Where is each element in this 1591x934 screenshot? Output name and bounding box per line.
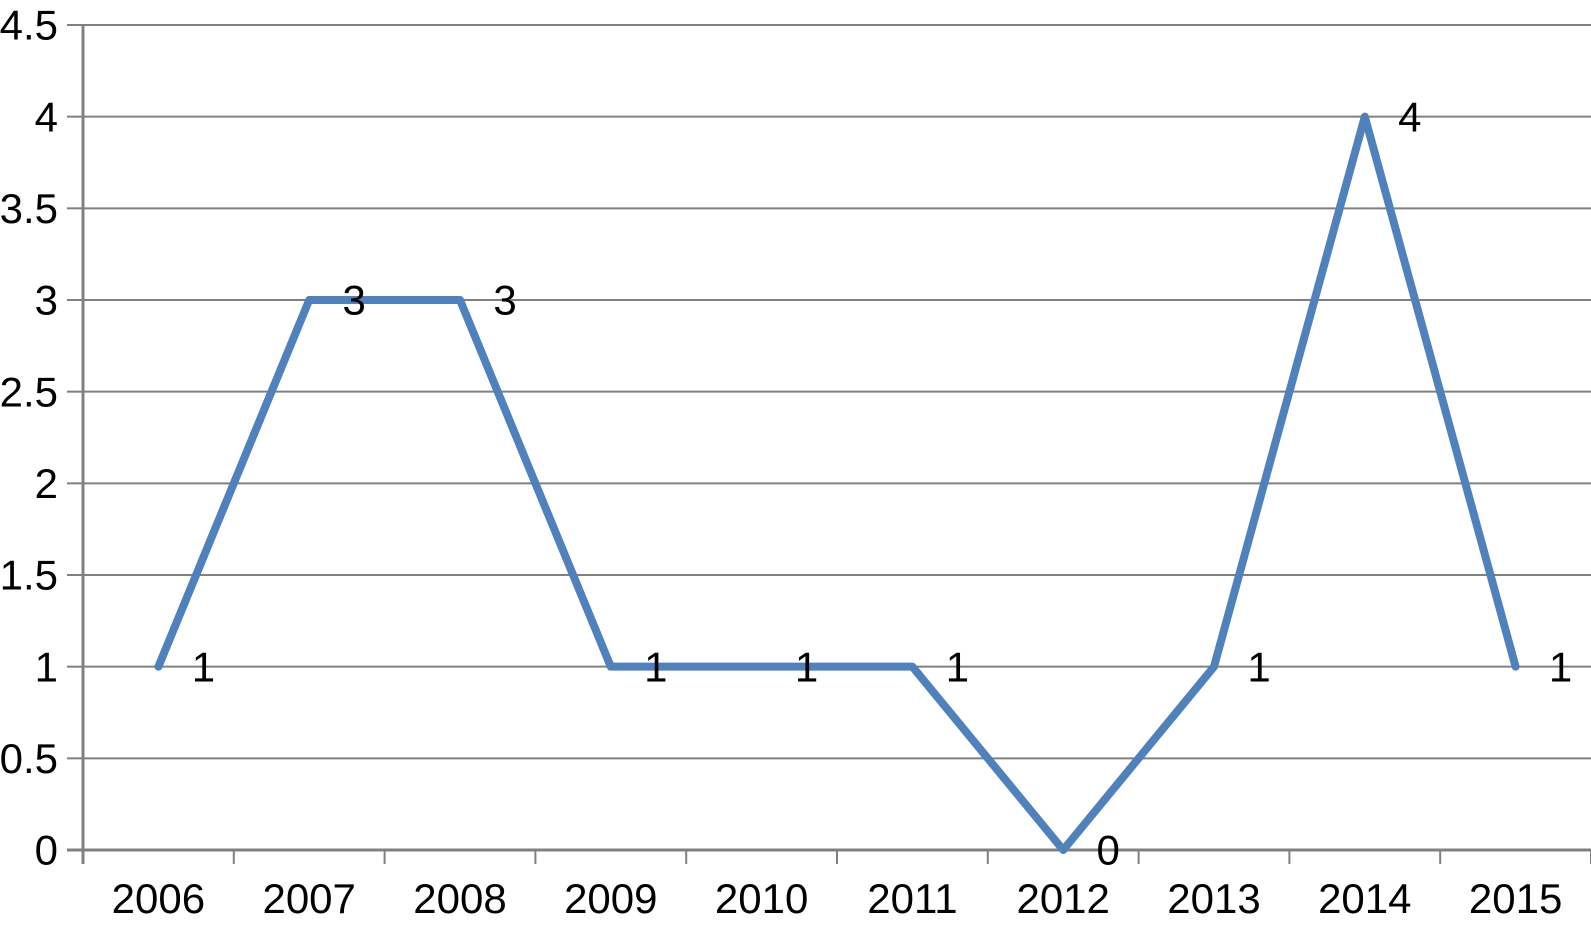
data-label: 1 [795,643,818,690]
x-axis-label: 2013 [1167,875,1260,922]
data-label: 4 [1398,93,1421,140]
data-label: 0 [1097,827,1120,874]
x-axis-label: 2012 [1016,875,1109,922]
y-axis-label: 1.5 [0,552,58,599]
y-axis-label: 3.5 [0,185,58,232]
data-label: 1 [946,643,969,690]
y-axis-label: 2 [35,460,58,507]
x-axis-label: 2015 [1469,875,1562,922]
x-axis-label: 2014 [1318,875,1411,922]
x-axis-label: 2006 [112,875,205,922]
data-label: 1 [1247,643,1270,690]
x-axis-label: 2007 [262,875,355,922]
data-series-line [154,112,1520,854]
x-axis-label: 2010 [715,875,808,922]
y-axis-label: 4.5 [0,2,58,49]
x-axis-label: 2009 [564,875,657,922]
x-axis-label: 2011 [867,875,957,922]
data-label: 3 [493,277,516,324]
data-label: 1 [192,643,215,690]
data-label: 1 [644,643,667,690]
y-axis-label: 0 [35,827,58,874]
y-axis-label: 2.5 [0,368,58,415]
data-label: 3 [343,277,366,324]
y-axis-label: 4 [35,93,58,140]
data-label: 1 [1549,643,1572,690]
x-axis-label: 2008 [413,875,506,922]
y-axis-label: 0.5 [0,735,58,782]
y-axis-label: 3 [35,277,58,324]
y-axis-label: 1 [35,643,58,690]
